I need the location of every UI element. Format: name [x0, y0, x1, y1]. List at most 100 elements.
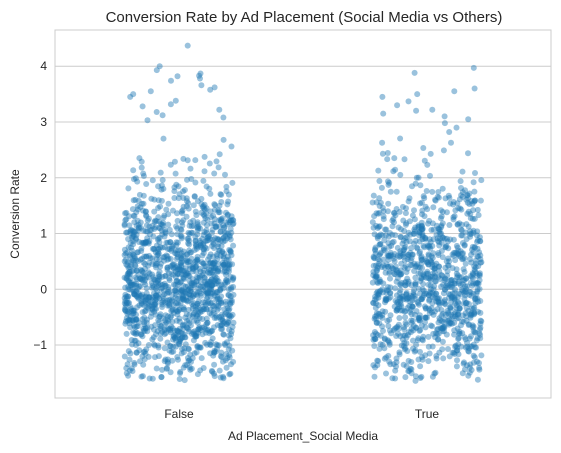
data-point — [471, 215, 478, 222]
data-point — [412, 281, 419, 288]
data-point — [192, 237, 199, 244]
data-point — [178, 263, 185, 270]
data-point — [181, 288, 188, 295]
data-point — [390, 255, 397, 262]
data-point — [149, 245, 156, 252]
data-point — [474, 295, 481, 302]
data-point — [218, 313, 225, 320]
data-point — [396, 351, 403, 358]
data-point — [420, 292, 427, 299]
data-point — [375, 256, 381, 263]
data-point — [174, 271, 181, 277]
data-point — [435, 194, 442, 201]
data-point — [397, 282, 404, 289]
data-point — [168, 245, 175, 252]
data-point — [209, 302, 216, 309]
data-point — [399, 203, 406, 210]
data-point — [130, 322, 137, 329]
data-point — [370, 253, 377, 260]
data-point — [387, 275, 393, 282]
data-point — [173, 337, 179, 344]
data-point — [476, 326, 483, 333]
data-point — [377, 278, 384, 285]
data-point — [161, 226, 168, 233]
data-point — [439, 220, 446, 227]
data-point — [214, 289, 221, 296]
data-point — [401, 257, 408, 264]
data-point — [176, 191, 183, 198]
data-point — [217, 286, 224, 293]
data-point — [137, 275, 144, 282]
data-point — [430, 236, 437, 243]
data-point — [218, 216, 225, 223]
data-point — [407, 257, 414, 264]
data-point — [430, 204, 437, 211]
data-point — [383, 370, 389, 377]
data-point — [439, 325, 446, 332]
data-point — [374, 288, 381, 295]
data-point — [375, 223, 382, 230]
data-point — [409, 262, 415, 269]
data-point — [140, 361, 147, 368]
data-point — [157, 311, 164, 318]
data-point — [393, 292, 400, 299]
data-point — [228, 313, 234, 320]
data-point — [374, 331, 381, 338]
data-point — [218, 326, 225, 333]
data-point — [202, 339, 209, 346]
data-point — [163, 252, 170, 259]
data-point — [134, 206, 141, 213]
data-point — [200, 269, 207, 276]
data-point — [462, 292, 469, 299]
data-point — [370, 254, 377, 261]
data-point — [418, 226, 425, 233]
data-point — [434, 295, 441, 302]
data-point — [227, 226, 234, 232]
data-point — [209, 327, 216, 334]
data-point — [204, 300, 211, 307]
data-point — [217, 298, 224, 305]
data-point — [210, 271, 217, 278]
data-point — [200, 219, 207, 226]
data-point — [211, 206, 218, 213]
data-point — [170, 242, 177, 249]
data-point — [456, 305, 463, 312]
data-point — [417, 200, 424, 207]
data-point — [401, 346, 408, 353]
data-point — [393, 278, 400, 285]
data-point — [399, 240, 406, 247]
data-point — [176, 306, 182, 313]
data-point — [220, 285, 227, 292]
data-point — [385, 181, 392, 188]
data-point — [445, 320, 452, 327]
data-point — [221, 261, 228, 268]
data-point — [448, 299, 454, 306]
data-point — [434, 295, 441, 302]
data-point — [208, 290, 215, 297]
data-point — [415, 316, 422, 323]
data-point — [375, 280, 381, 286]
data-point — [455, 335, 462, 341]
data-point — [208, 214, 214, 220]
data-point — [185, 240, 192, 247]
data-point — [376, 311, 383, 318]
data-point — [220, 331, 227, 338]
data-point — [186, 222, 193, 229]
data-point — [402, 308, 409, 314]
data-point — [450, 216, 457, 223]
data-point — [184, 235, 191, 242]
data-point — [153, 296, 160, 303]
data-point — [156, 319, 163, 326]
data-point — [407, 231, 414, 238]
data-point — [139, 291, 146, 298]
data-point — [407, 309, 413, 315]
data-point — [452, 207, 459, 214]
data-point — [179, 295, 186, 302]
data-point — [190, 337, 197, 344]
data-point — [449, 294, 456, 301]
data-point — [469, 200, 476, 207]
data-point — [149, 271, 156, 278]
data-point — [130, 281, 137, 288]
data-point — [222, 357, 229, 364]
